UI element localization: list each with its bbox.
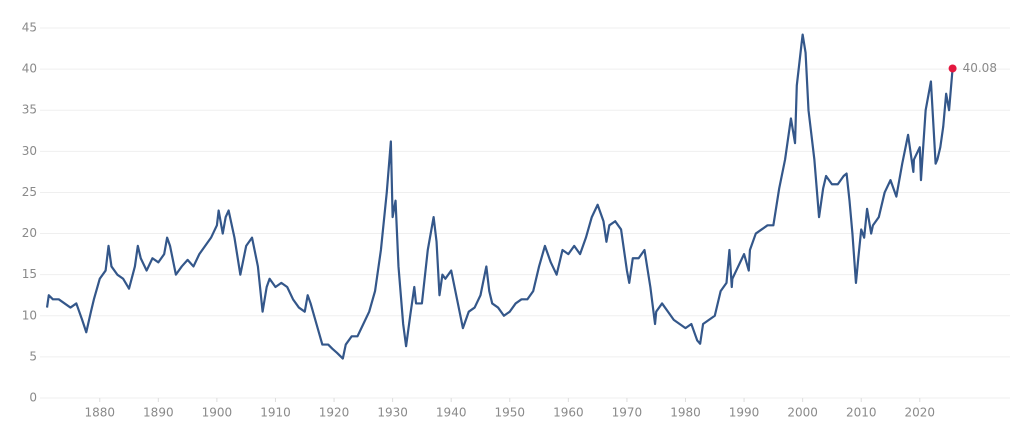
x-tick-label: 1910: [260, 406, 291, 420]
x-tick-label: 1930: [377, 406, 408, 420]
y-tick-label: 5: [29, 349, 37, 363]
x-tick-label: 2020: [905, 406, 936, 420]
x-tick-label: 1990: [729, 406, 760, 420]
y-tick-label: 45: [22, 21, 37, 35]
x-tick-label: 1980: [670, 406, 701, 420]
y-tick-label: 0: [29, 391, 37, 405]
last-value-label: 40.08: [963, 61, 997, 75]
x-tick-label: 2010: [846, 406, 877, 420]
x-tick-label: 1890: [143, 406, 174, 420]
last-point: [948, 64, 957, 73]
y-tick-label: 20: [22, 226, 37, 240]
x-tick-label: 1950: [494, 406, 525, 420]
x-tick-label: 1880: [84, 406, 115, 420]
x-tick-label: 1920: [319, 406, 350, 420]
x-tick-label: 1900: [202, 406, 233, 420]
y-tick-label: 30: [22, 144, 37, 158]
x-tick-label: 1960: [553, 406, 584, 420]
x-tick-label: 1970: [612, 406, 643, 420]
y-tick-label: 15: [22, 267, 37, 281]
y-tick-label: 25: [22, 185, 37, 199]
x-tick-label: 1940: [436, 406, 467, 420]
y-tick-label: 35: [22, 103, 37, 117]
x-tick-label: 2000: [787, 406, 818, 420]
series-line: [45, 33, 954, 360]
y-tick-label: 10: [22, 308, 37, 322]
y-tick-label: 40: [22, 62, 37, 76]
